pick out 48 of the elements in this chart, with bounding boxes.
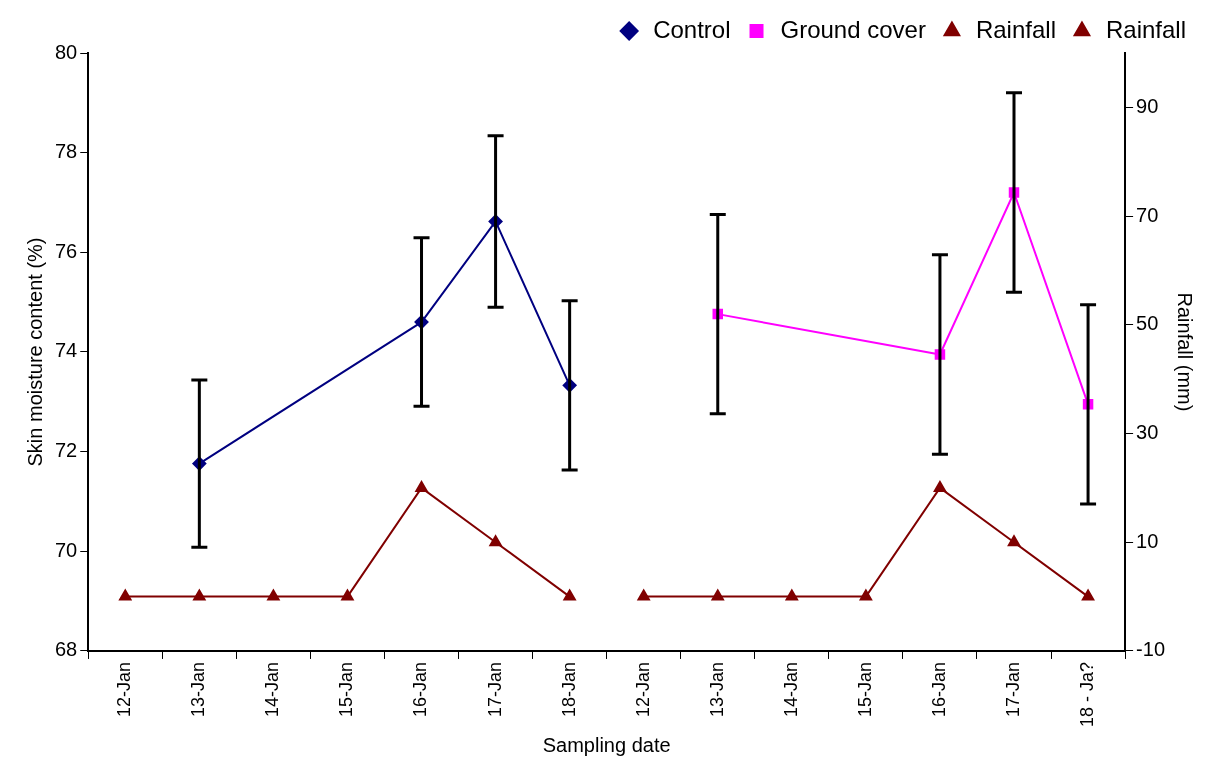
y2-tick-label: 30 <box>1136 421 1159 444</box>
y-tick-label: 74 <box>55 339 78 362</box>
y2-tick-label: 10 <box>1136 529 1159 552</box>
legend-label: Ground cover <box>780 15 926 43</box>
point <box>341 589 354 601</box>
point <box>711 589 724 601</box>
point <box>637 589 650 601</box>
point <box>193 589 206 601</box>
y2-tick-label: 90 <box>1136 94 1159 117</box>
y2-tick-label: -10 <box>1136 638 1165 661</box>
legend-label: Rainfall <box>1105 15 1187 43</box>
y-tick-label: 70 <box>55 538 78 561</box>
y-tick-label: 80 <box>55 40 78 63</box>
x-tick-label: 13-Jan <box>188 661 209 718</box>
y2-tick-label: 70 <box>1136 203 1159 226</box>
x-tick-label: 15-Jan <box>336 661 357 718</box>
x-tick-label: 12-Jan <box>632 661 653 718</box>
x-tick-label: 16-Jan <box>928 661 949 718</box>
y2-tick-label: 50 <box>1136 312 1159 335</box>
point <box>933 480 947 492</box>
y-tick-label: 72 <box>55 439 78 462</box>
y-axis-title: Skin moisture content (%) <box>23 237 46 467</box>
y-tick-label: 78 <box>55 140 78 163</box>
legend-label: Rainfall <box>975 15 1056 43</box>
x-axis-title: Sampling date <box>542 733 671 756</box>
point <box>785 589 799 601</box>
point <box>1007 535 1021 547</box>
x-tick-label: 15-Jan <box>854 661 875 718</box>
legend-label: Control <box>653 15 731 43</box>
y-tick-label: 68 <box>55 638 78 661</box>
x-tick-label: 18-Jan <box>558 661 579 718</box>
x-tick-label: 14-Jan <box>262 661 283 718</box>
point <box>859 589 873 601</box>
x-tick-label: 18 - Ja? <box>1077 661 1098 728</box>
y-tick-label: 76 <box>55 239 78 262</box>
x-tick-label: 16-Jan <box>410 661 431 718</box>
x-tick-label: 13-Jan <box>706 661 727 718</box>
point <box>415 480 428 492</box>
point <box>267 589 280 601</box>
y2-axis-title: Rainfall (mm) <box>1174 292 1197 412</box>
point <box>489 535 502 547</box>
x-tick-label: 17-Jan <box>1002 661 1023 718</box>
x-tick-label: 14-Jan <box>780 661 801 718</box>
point <box>1081 589 1095 601</box>
x-tick-label: 12-Jan <box>114 661 135 718</box>
x-tick-label: 17-Jan <box>484 661 505 718</box>
point <box>119 589 132 601</box>
point <box>563 589 576 601</box>
